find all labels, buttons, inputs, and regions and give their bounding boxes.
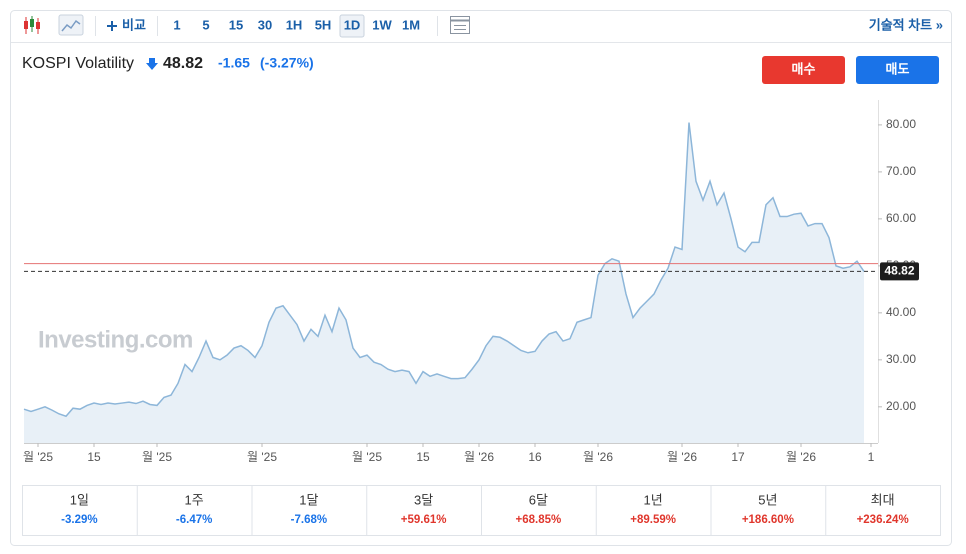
line	[23, 122, 865, 418]
period-label: 1일	[70, 492, 89, 507]
x-tick-label: 월 '25	[247, 450, 277, 464]
line-icon[interactable]	[58, 14, 84, 36]
x-tick-label: 16	[528, 450, 542, 464]
x-tick-label: 월 '25	[352, 450, 382, 464]
period-change: -3.29%	[61, 514, 97, 526]
period-change: +59.61%	[401, 514, 447, 526]
interval-button[interactable]: 15	[229, 17, 243, 32]
period-change: +236.24%	[857, 514, 909, 526]
period-label: 1주	[185, 492, 204, 507]
down-arrow	[146, 58, 158, 70]
buy-label[interactable]: 매수	[792, 61, 816, 76]
y-tick-label: 60.00	[886, 211, 916, 225]
change: -1.65	[218, 55, 250, 71]
instrument-name: KOSPI Volatility	[22, 55, 134, 72]
interval-selected	[339, 14, 365, 38]
x-tick-label: 월 '26	[583, 450, 613, 464]
y-tick-label: 20.00	[886, 399, 916, 413]
x-tick-label: 1	[868, 450, 875, 464]
period-label: 6달	[529, 492, 548, 507]
x-tick-label: 17	[731, 450, 745, 464]
interval-button[interactable]: 1W	[372, 17, 392, 32]
watermark: Investing.com	[38, 326, 193, 353]
interval-button[interactable]: 1M	[402, 17, 420, 32]
candle-icon[interactable]	[24, 16, 40, 34]
area	[24, 122, 864, 444]
y-tick-label: 80.00	[886, 117, 916, 131]
x-tick-label: 월 '25	[23, 450, 53, 464]
buy-button[interactable]	[762, 56, 845, 84]
period-change: -6.47%	[176, 514, 212, 526]
interval-button[interactable]: 1	[173, 17, 180, 32]
x-tick-label: 월 '25	[142, 450, 172, 464]
price-tag-label: 48.82	[884, 264, 914, 278]
x-tick-label: 15	[87, 450, 101, 464]
technical-chart-link[interactable]: 기술적 차트 »	[869, 17, 943, 32]
period-label: 1달	[299, 492, 318, 507]
x-tick-label: 월 '26	[786, 450, 816, 464]
interval-button[interactable]: 30	[258, 17, 272, 32]
period-change: +68.85%	[516, 514, 562, 526]
sell-button[interactable]	[856, 56, 939, 84]
price: 48.82	[163, 55, 203, 72]
change-percent: (-3.27%)	[260, 55, 314, 71]
period-label: 3달	[414, 492, 433, 507]
y-tick-label: 40.00	[886, 305, 916, 319]
period-label: 최대	[871, 492, 895, 507]
period-change: +186.60%	[742, 514, 794, 526]
sell-label[interactable]: 매도	[886, 61, 910, 76]
y-tick-label: 70.00	[886, 164, 916, 178]
period-change: -7.68%	[291, 514, 327, 526]
interval-button[interactable]: 5H	[315, 17, 332, 32]
interval-button[interactable]: 1H	[286, 17, 303, 32]
period-label: 1년	[644, 492, 663, 507]
period-label: 5년	[758, 492, 777, 507]
table-icon[interactable]	[450, 16, 470, 34]
interval-button[interactable]: 5	[202, 17, 209, 32]
compare-button[interactable]: 비교	[122, 17, 146, 32]
period-change: +89.59%	[630, 514, 676, 526]
interval-button[interactable]: 1D	[344, 17, 361, 32]
plus-icon	[107, 21, 117, 31]
x-tick-label: 월 '26	[667, 450, 697, 464]
x-tick-label: 월 '26	[464, 450, 494, 464]
x-tick-label: 15	[416, 450, 430, 464]
price-tag	[880, 262, 919, 281]
y-tick-label: 30.00	[886, 352, 916, 366]
